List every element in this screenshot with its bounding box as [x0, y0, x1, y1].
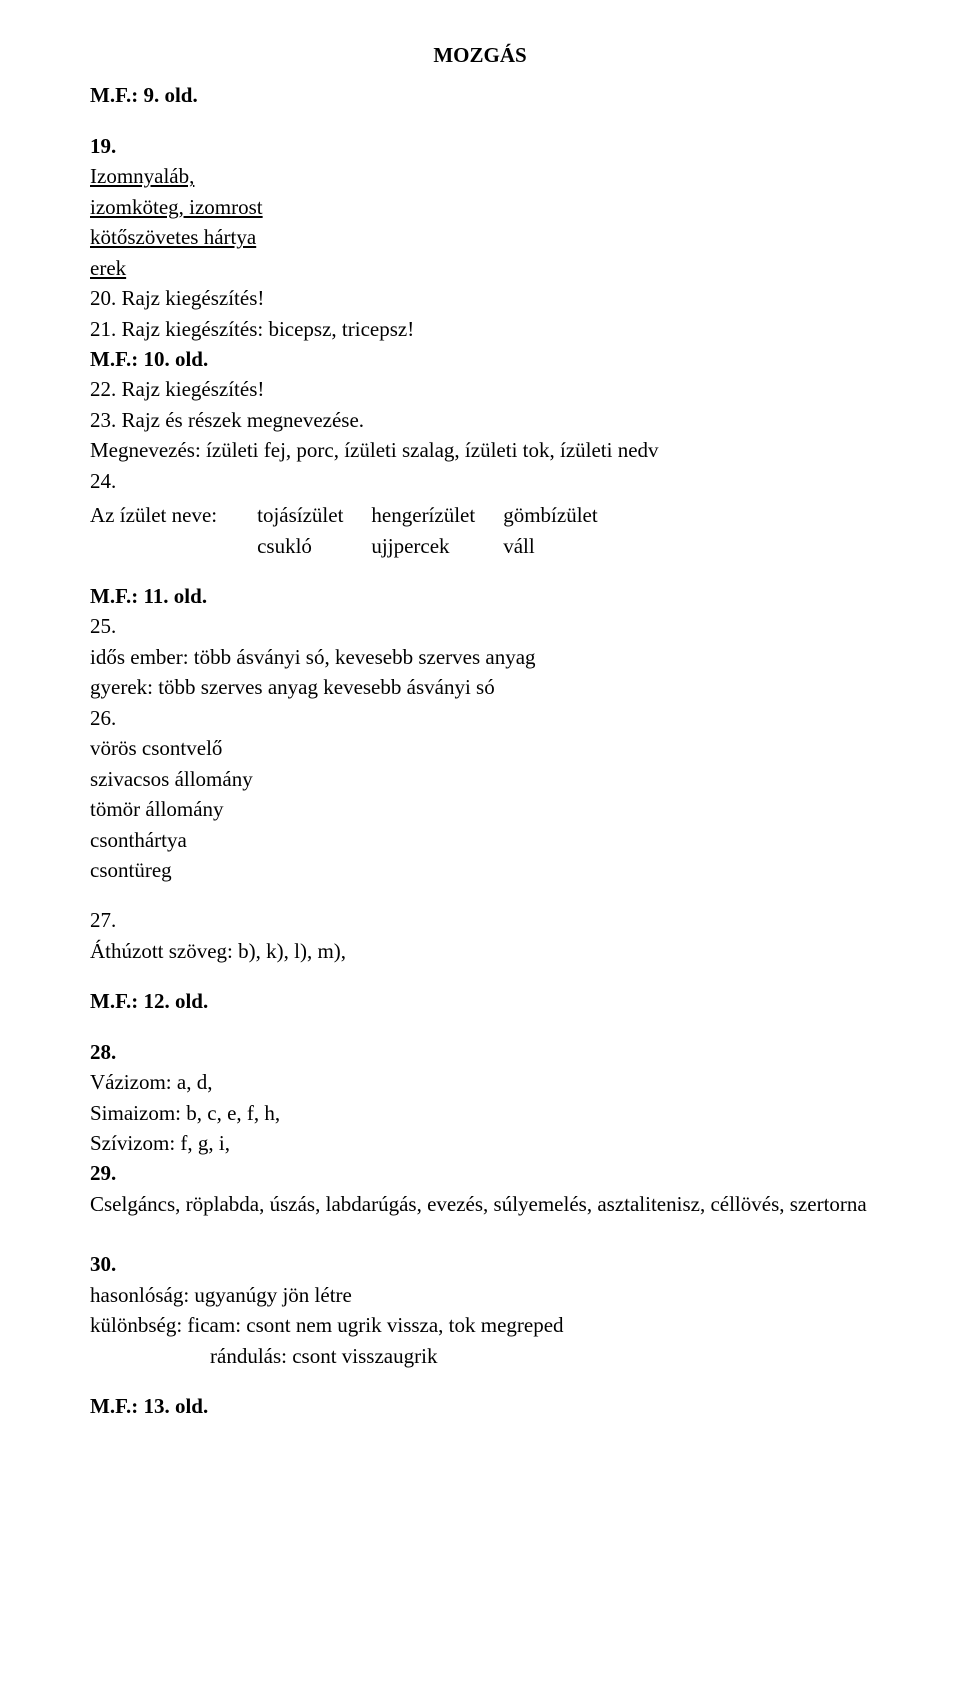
- text-line: Simaizom: b, c, e, f, h,: [90, 1098, 870, 1128]
- text-line: tömör állomány: [90, 794, 870, 824]
- item-23a: 23. Rajz és részek megnevezése.: [90, 405, 870, 435]
- page-title: MOZGÁS: [90, 40, 870, 70]
- table-cell: hengerízület: [371, 500, 503, 530]
- spacer: [90, 1239, 870, 1249]
- text-line: gyerek: több szerves anyag kevesebb ásvá…: [90, 672, 870, 702]
- spacer: [90, 1017, 870, 1037]
- ref-mf10: M.F.: 10. old.: [90, 344, 870, 374]
- table-cell: tojásízület: [257, 500, 371, 530]
- text-line: különbség: ficam: csont nem ugrik vissza…: [90, 1310, 870, 1340]
- item-22: 22. Rajz kiegészítés!: [90, 374, 870, 404]
- text-line: Vázizom: a, d,: [90, 1067, 870, 1097]
- text-line: Cselgáncs, röplabda, úszás, labdarúgás, …: [90, 1189, 870, 1219]
- text-line: vörös csontvelő: [90, 733, 870, 763]
- ref-mf12: M.F.: 12. old.: [90, 986, 870, 1016]
- table-label: Az ízület neve:: [90, 500, 257, 561]
- document-page: MOZGÁS M.F.: 9. old. 19. Izomnyaláb, izo…: [0, 0, 960, 1462]
- item-29: 29.: [90, 1158, 870, 1188]
- spacer: [90, 111, 870, 131]
- spacer: [90, 561, 870, 581]
- text-line: szivacsos állomány: [90, 764, 870, 794]
- text-line: erek: [90, 253, 870, 283]
- table: Az ízület neve: tojásízület hengerízület…: [90, 500, 626, 561]
- item-28: 28.: [90, 1037, 870, 1067]
- item-25: 25.: [90, 611, 870, 641]
- text-line: idős ember: több ásványi só, kevesebb sz…: [90, 642, 870, 672]
- item-27: 27.: [90, 905, 870, 935]
- spacer: [90, 885, 870, 905]
- item-30: 30.: [90, 1249, 870, 1279]
- item-19: 19.: [90, 131, 870, 161]
- item-21: 21. Rajz kiegészítés: bicepsz, tricepsz!: [90, 314, 870, 344]
- text-line: izomköteg, izomrost: [90, 192, 870, 222]
- spacer: [90, 1219, 870, 1239]
- text-line-indented: rándulás: csont visszaugrik: [90, 1341, 870, 1371]
- item-26: 26.: [90, 703, 870, 733]
- item-23b: Megnevezés: ízületi fej, porc, ízületi s…: [90, 435, 870, 465]
- table-cell: gömbízület: [503, 500, 625, 530]
- text-line: csontüreg: [90, 855, 870, 885]
- text-line: csonthártya: [90, 825, 870, 855]
- spacer: [90, 1371, 870, 1391]
- table-cell: csukló: [257, 531, 371, 561]
- table-row: Az ízület neve: tojásízület hengerízület…: [90, 500, 626, 530]
- table-cell: váll: [503, 531, 625, 561]
- text-line: Izomnyaláb,: [90, 161, 870, 191]
- table-cell: ujjpercek: [371, 531, 503, 561]
- joint-table: Az ízület neve: tojásízület hengerízület…: [90, 500, 870, 561]
- item-20: 20. Rajz kiegészítés!: [90, 283, 870, 313]
- text-line: kötőszövetes hártya: [90, 222, 870, 252]
- spacer: [90, 966, 870, 986]
- text-line: Szívizom: f, g, i,: [90, 1128, 870, 1158]
- item-24: 24.: [90, 466, 870, 496]
- ref-mf11: M.F.: 11. old.: [90, 581, 870, 611]
- text-line: Áthúzott szöveg: b), k), l), m),: [90, 936, 870, 966]
- text-line: hasonlóság: ugyanúgy jön létre: [90, 1280, 870, 1310]
- ref-mf13: M.F.: 13. old.: [90, 1391, 870, 1421]
- ref-mf9: M.F.: 9. old.: [90, 80, 870, 110]
